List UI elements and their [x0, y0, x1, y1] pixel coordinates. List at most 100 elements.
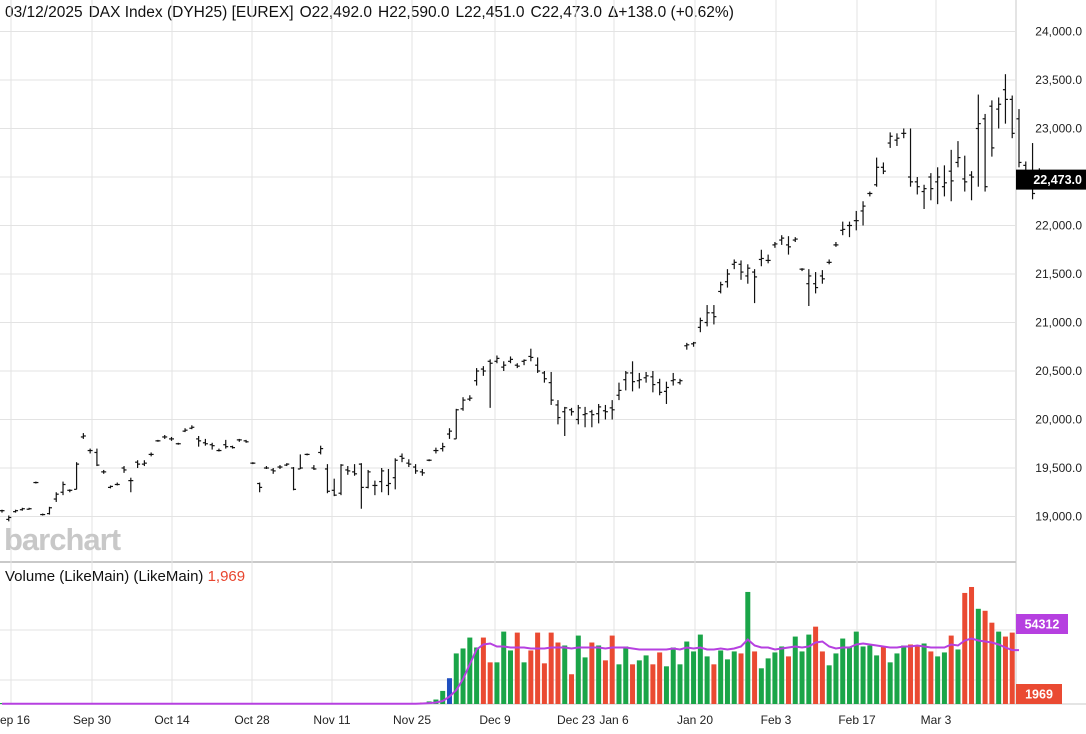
volume-bar: [630, 664, 636, 704]
x-tick-label: Oct 28: [234, 713, 270, 727]
ohlc-bar: [40, 513, 46, 516]
ohlc-bar: [114, 482, 120, 486]
ohlc-bar: [826, 259, 832, 265]
volume-legend-value: 1,969: [207, 568, 246, 585]
last-volume-label: 1969: [1025, 688, 1053, 702]
ohlc-bar: [460, 397, 466, 411]
ohlc-bar: [1002, 74, 1008, 124]
ohlc-bar: [521, 359, 527, 366]
ohlc-bar: [948, 149, 954, 202]
volume-bar: [596, 645, 602, 704]
ohlc-bar: [555, 400, 561, 425]
volume-bar: [521, 662, 527, 704]
ohlc-bar: [46, 506, 52, 515]
ohlc-bar: [589, 409, 595, 428]
volume-bar: [785, 656, 791, 704]
average-volume-badge: [1016, 614, 1068, 634]
ohlc-bar: [385, 468, 391, 496]
ohlc-bar: [94, 448, 100, 467]
volume-series: [0, 586, 1022, 704]
ohlc-bar: [840, 221, 846, 236]
y-tick-label: 21,000.0: [1035, 316, 1082, 330]
volume-bar: [589, 642, 595, 704]
ohlc-bar: [392, 458, 398, 490]
ohlc-bar: [508, 356, 513, 364]
ohlc-bar: [284, 463, 290, 467]
ohlc-bar: [908, 128, 914, 187]
ohlc-bar: [33, 481, 39, 484]
volume-bar: [501, 631, 507, 704]
ohlc-bar: [19, 507, 25, 511]
ohlc-bar: [853, 210, 859, 231]
volume-bar: [663, 666, 669, 704]
ohlc-bar: [189, 425, 195, 430]
ohlc-bar: [121, 466, 127, 473]
ohlc-bar: [785, 236, 791, 255]
ohlc-bar: [494, 355, 500, 364]
volume-bar: [928, 651, 934, 704]
volume-bar: [691, 651, 697, 704]
volume-bar: [711, 664, 717, 704]
ohlc-bar: [643, 371, 649, 383]
volume-bar: [969, 586, 975, 704]
ohlc-bar: [535, 357, 541, 373]
volume-bar: [779, 646, 785, 704]
ohlc-bar: [250, 462, 256, 465]
ohlc-bar: [107, 485, 113, 489]
ohlc-bar: [413, 464, 419, 474]
ohlc-bar: [602, 404, 608, 420]
volume-bar: [569, 674, 575, 704]
x-tick-label: Sep 30: [73, 713, 111, 727]
ohlc-bar: [53, 492, 59, 502]
volume-bar: [623, 646, 629, 704]
volume-bar: [752, 651, 758, 704]
ohlc-bar: [670, 372, 676, 386]
ohlc-bar: [596, 403, 602, 424]
ohlc-bar: [935, 167, 941, 205]
ohlc-bar: [819, 270, 825, 284]
ohlc-bar: [575, 404, 581, 425]
volume-bar: [745, 591, 751, 704]
ohlc-bar: [914, 177, 920, 195]
ohlc-bar: [101, 469, 107, 474]
volume-bar: [467, 637, 473, 704]
ohlc-bar: [880, 162, 886, 175]
volume-bar: [806, 634, 812, 704]
ohlc-bar: [752, 269, 758, 304]
ohlc-bar: [691, 341, 697, 347]
ohlc-bar: [738, 260, 744, 280]
volume-bar: [935, 656, 941, 704]
ohlc-bar: [609, 400, 615, 420]
ohlc-bar: [677, 378, 683, 385]
ohlc-bar: [657, 378, 663, 396]
y-tick-label: 23,000.0: [1035, 122, 1082, 136]
x-tick-label: Dec 23: [557, 713, 595, 727]
ohlc-bar: [731, 259, 737, 270]
average-volume-label: 54312: [1025, 618, 1060, 632]
ohlc-bar: [874, 157, 880, 187]
volume-bar: [880, 646, 886, 704]
volume-bar: [494, 662, 500, 704]
ohlc-bar: [989, 100, 995, 157]
header-open: O22,492.0: [299, 4, 372, 21]
volume-bar: [955, 649, 961, 704]
ohlc-bar: [311, 465, 317, 470]
volume-bar: [758, 668, 764, 704]
header-high: H22,590.0: [378, 4, 450, 21]
y-tick-label: 19,000.0: [1035, 510, 1082, 524]
volume-bar: [657, 652, 663, 704]
ohlc-bar: [758, 249, 764, 267]
x-tick-label: Oct 14: [154, 713, 190, 727]
x-tick-label: Nov 25: [393, 713, 431, 727]
volume-bar: [575, 635, 581, 704]
volume-bar: [480, 637, 486, 704]
ohlc-bar: [528, 348, 534, 362]
ohlc-bar: [406, 459, 412, 468]
volume-bar: [602, 660, 608, 704]
ohlc-bar: [772, 241, 778, 248]
ohlc-bar: [304, 453, 310, 456]
ohlc-bar: [297, 454, 303, 470]
ohlc-bar: [135, 460, 141, 468]
volume-legend: Volume (LikeMain) (LikeMain) 1,969: [5, 568, 245, 585]
